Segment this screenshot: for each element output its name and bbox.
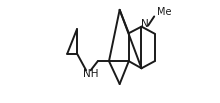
Text: NH: NH (83, 69, 98, 79)
Text: Me: Me (157, 7, 171, 17)
Text: N: N (141, 19, 149, 29)
